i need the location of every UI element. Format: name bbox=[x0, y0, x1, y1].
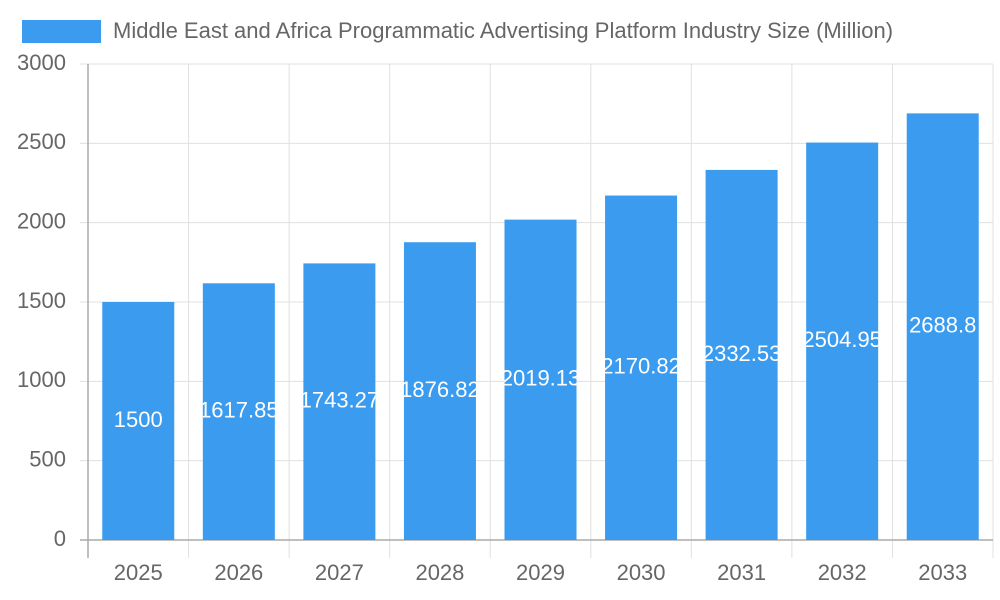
bar bbox=[504, 219, 577, 540]
bar bbox=[202, 283, 275, 540]
value-label: 1617.85 bbox=[199, 397, 279, 422]
legend-swatch bbox=[22, 20, 101, 43]
value-label: 1743.27 bbox=[300, 388, 380, 413]
bar bbox=[303, 263, 376, 540]
value-label: 2332.53 bbox=[702, 341, 782, 366]
bar bbox=[605, 195, 678, 540]
x-tick-label: 2033 bbox=[918, 560, 967, 585]
y-tick-label: 1500 bbox=[17, 288, 66, 313]
value-label: 1876.82 bbox=[400, 377, 480, 402]
y-tick-label: 1000 bbox=[17, 367, 66, 392]
y-tick-label: 2500 bbox=[17, 129, 66, 154]
x-tick-label: 2027 bbox=[315, 560, 364, 585]
x-tick-label: 2032 bbox=[818, 560, 867, 585]
y-tick-label: 500 bbox=[29, 446, 66, 471]
value-label: 1500 bbox=[114, 407, 163, 432]
bar bbox=[102, 302, 175, 540]
value-label: 2170.82 bbox=[601, 354, 681, 379]
x-tick-label: 2028 bbox=[415, 560, 464, 585]
y-tick-label: 2000 bbox=[17, 208, 66, 233]
x-tick-label: 2030 bbox=[617, 560, 666, 585]
y-tick-label: 0 bbox=[54, 526, 66, 551]
bar bbox=[906, 113, 979, 540]
value-label: 2504.95 bbox=[802, 327, 882, 352]
x-tick-label: 2031 bbox=[717, 560, 766, 585]
bar bbox=[806, 142, 879, 541]
value-label: 2019.13 bbox=[501, 366, 581, 391]
x-tick-label: 2026 bbox=[214, 560, 263, 585]
value-label: 2688.8 bbox=[909, 313, 976, 338]
y-tick-label: 3000 bbox=[17, 50, 66, 75]
bar bbox=[403, 242, 476, 540]
bar bbox=[705, 169, 778, 540]
x-tick-label: 2029 bbox=[516, 560, 565, 585]
x-tick-label: 2025 bbox=[114, 560, 163, 585]
legend-label: Middle East and Africa Programmatic Adve… bbox=[113, 18, 893, 43]
